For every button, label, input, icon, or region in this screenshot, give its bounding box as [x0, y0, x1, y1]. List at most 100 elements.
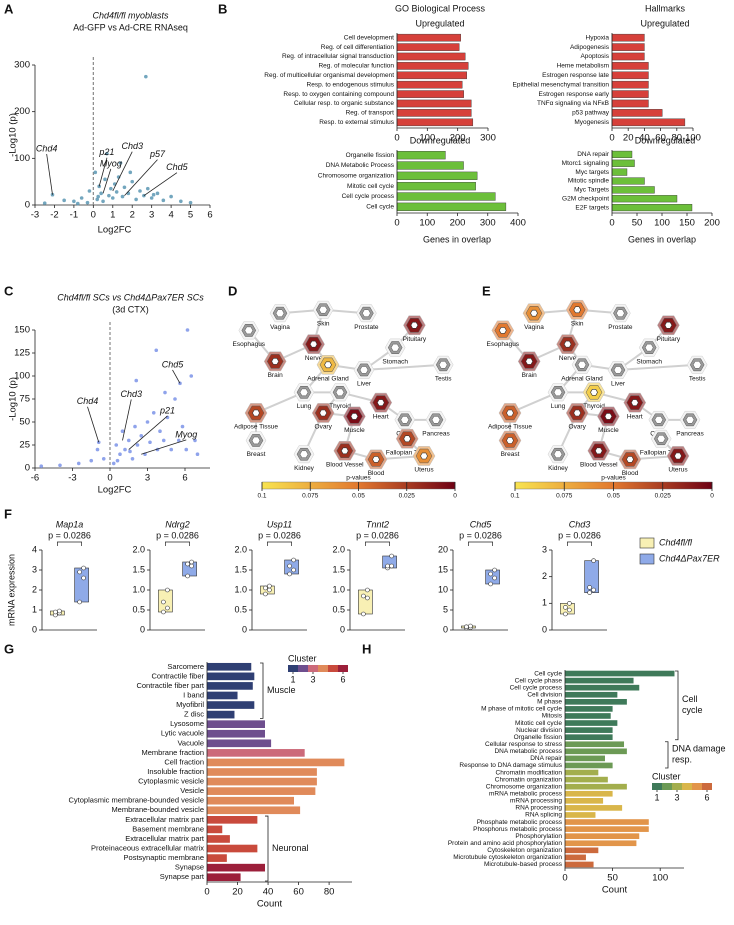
panel-label: D: [228, 283, 237, 298]
subtitle: Downregulated: [410, 135, 471, 145]
bar: [611, 109, 663, 117]
bar: [207, 825, 223, 834]
point: [365, 595, 370, 601]
x-tick-label: 100: [654, 218, 670, 229]
bar: [565, 861, 594, 868]
tissue-label: Pancreas: [676, 431, 704, 438]
point: [154, 348, 159, 353]
annotation-arrow: [46, 153, 53, 195]
point: [39, 464, 44, 468]
point: [163, 390, 167, 395]
point: [488, 581, 493, 587]
tissue-core: [299, 450, 309, 458]
y-tick-label: 200: [14, 106, 30, 117]
colorbar-label: p-values: [601, 475, 626, 482]
tissue-label: Esophagus: [487, 341, 520, 348]
point: [76, 461, 81, 466]
category-label: Estrogen response early: [539, 91, 610, 98]
bar: [565, 727, 613, 733]
y-tick-label: 0: [140, 624, 145, 634]
x-tick-label: 2: [130, 210, 135, 221]
x-tick-label: 300: [480, 133, 496, 144]
x-tick-label: 0: [609, 133, 614, 144]
tissue-label: Adrenal Gland: [307, 376, 349, 383]
point: [105, 151, 109, 156]
x-tick-label: 5: [188, 210, 193, 221]
y-tick-label: 3: [542, 544, 547, 554]
annotation-arrow: [122, 399, 132, 441]
tissue-core: [594, 447, 603, 455]
y-tick-label: 150: [14, 325, 30, 336]
point: [165, 605, 170, 611]
legend-swatch: [328, 665, 338, 672]
point: [563, 611, 568, 617]
category-label: Vesicle: [180, 786, 204, 795]
legend-swatch: [652, 783, 662, 790]
legend-tick-label: 1: [290, 674, 295, 684]
point: [587, 585, 592, 590]
category-label: Vacuole: [177, 738, 204, 747]
tissue-label: Nerve: [559, 355, 577, 362]
x-tick-label: 0: [107, 473, 112, 484]
category-label: Myc Targets: [574, 187, 610, 194]
point: [591, 558, 596, 563]
bar: [207, 835, 230, 843]
category-label: Estrogen response late: [542, 72, 609, 79]
point: [291, 557, 296, 563]
tissue-core: [498, 327, 507, 334]
group-bracket: [265, 815, 269, 882]
tissue-label: Pituitary: [657, 336, 681, 343]
y-tick-label: 125: [14, 348, 30, 359]
tissue-core: [271, 357, 280, 365]
legend-tick-label: 6: [340, 674, 345, 684]
tissue-core: [692, 361, 702, 369]
tissue-core: [664, 321, 673, 329]
point: [89, 458, 94, 463]
point: [291, 567, 296, 573]
tissue-core: [335, 388, 345, 397]
x-tick-label: 6: [182, 473, 187, 484]
bar: [396, 52, 466, 61]
bar: [207, 672, 255, 681]
point: [563, 605, 568, 610]
bar: [565, 706, 613, 712]
x-axis-label: Count: [602, 885, 628, 896]
bar: [207, 806, 301, 815]
y-tick-label: 1: [32, 604, 37, 614]
x-tick-label: 400: [510, 218, 526, 229]
bar: [565, 790, 613, 797]
bar: [565, 677, 634, 684]
category-label: Lytic vacuole: [161, 729, 204, 738]
tissue-core: [410, 321, 419, 329]
tissue-core: [324, 361, 332, 369]
annotation: p21: [159, 405, 175, 415]
y-tick-label: 5: [443, 604, 448, 614]
annotation: Chd5: [162, 359, 185, 369]
bar: [207, 816, 258, 824]
bar: [565, 776, 608, 783]
bar: [207, 787, 316, 795]
point: [189, 374, 194, 378]
point: [95, 197, 100, 202]
category-label: Basement membrane: [132, 824, 204, 833]
chart-title: Chd4fl/fl myoblasts: [92, 10, 169, 20]
tissue-label: Ovary: [315, 424, 333, 431]
y-tick-label: 100: [14, 371, 30, 382]
bar: [565, 684, 640, 691]
category-label: I band: [183, 690, 204, 699]
point: [77, 569, 82, 575]
category-label: RNA splicing: [525, 812, 562, 819]
x-tick-label: 6: [207, 210, 212, 221]
tissue-label: Lung: [551, 403, 566, 410]
bar: [207, 854, 227, 862]
y-tick-label: 25: [19, 440, 30, 451]
point: [118, 161, 123, 165]
category-label: DNA repair: [530, 755, 563, 762]
bar: [611, 195, 678, 203]
y-tick-label: 0.5: [234, 604, 247, 614]
colorbar-tick-label: 0: [453, 493, 457, 500]
point: [120, 194, 125, 199]
group-bracket: [665, 741, 669, 769]
heading: Hallmarks: [645, 3, 686, 13]
tissue-core: [420, 452, 428, 460]
